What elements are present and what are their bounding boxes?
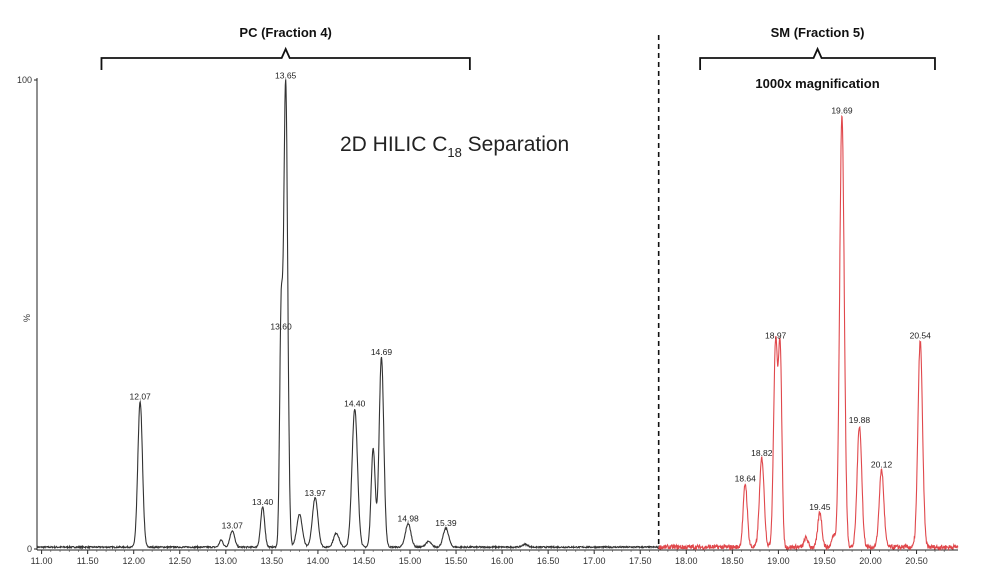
- x-tick-label: 19.00: [767, 556, 790, 566]
- x-tick-label: 11.00: [31, 556, 53, 566]
- x-tick-label: 12.00: [122, 556, 145, 566]
- peak-label: 13.65: [275, 70, 297, 80]
- pc-trace: [36, 79, 660, 550]
- peak-label: 18.82: [751, 448, 773, 458]
- axes: 0 100%: [17, 35, 958, 554]
- title-main: 2D HILIC C: [340, 133, 447, 156]
- bracket-label: PC (Fraction 4): [239, 25, 331, 40]
- peak-label: 13.97: [305, 488, 327, 498]
- x-tick-label: 14.00: [307, 556, 330, 566]
- peak-label: 19.45: [809, 502, 831, 512]
- x-tick-label: 15.50: [445, 556, 468, 566]
- chart-title: 2D HILIC C18 Separation: [340, 133, 569, 160]
- x-tick-label: 13.00: [215, 556, 238, 566]
- x-tick-label: 13.50: [261, 556, 284, 566]
- peak-label: 18.64: [735, 474, 757, 484]
- x-tick-label: 18.50: [721, 556, 744, 566]
- x-tick-label: 18.00: [675, 556, 698, 566]
- peak-label: 14.69: [371, 347, 393, 357]
- title-suffix: Separation: [462, 133, 569, 156]
- x-tick-label: 14.50: [353, 556, 376, 566]
- fraction-brackets: PC (Fraction 4) SM (Fraction 5) 1000x magn…: [100, 25, 936, 91]
- peak-label: 13.60: [270, 321, 292, 331]
- x-tick-label: 20.50: [905, 556, 928, 566]
- sm-trace: [658, 114, 959, 551]
- x-tick-label: 11.50: [77, 556, 99, 566]
- peak-label: 19.88: [849, 415, 871, 425]
- bracket-shape: [100, 46, 471, 70]
- x-tick-label: 15.00: [399, 556, 422, 566]
- x-ticks: 11.00 11.50 12.00 12.50 13.00 13.50 14.00 14.50…: [31, 550, 945, 566]
- x-tick-label: 16.00: [491, 556, 514, 566]
- traces: [36, 79, 959, 551]
- title-subscript: 18: [447, 145, 461, 160]
- x-tick-label: 16.50: [537, 556, 560, 566]
- x-tick-label: 20.00: [859, 556, 882, 566]
- peak-label: 14.40: [344, 399, 366, 409]
- y-tick-label: 0: [27, 544, 32, 554]
- peak-label: 12.07: [130, 392, 152, 402]
- x-tick-label: 17.50: [629, 556, 652, 566]
- y-axis-label: %: [22, 314, 32, 322]
- bracket-label: SM (Fraction 5): [771, 25, 865, 40]
- x-tick-label: 19.50: [813, 556, 836, 566]
- y-tick-label: 100: [17, 75, 32, 85]
- x-tick-label: 17.00: [583, 556, 606, 566]
- peak-label: 20.54: [910, 331, 932, 341]
- magnification-note: 1000x magnification: [755, 76, 879, 91]
- bracket-shape: [699, 46, 936, 70]
- peak-label: 13.40: [252, 497, 274, 507]
- x-tick-label: 12.50: [168, 556, 191, 566]
- peak-label: 13.07: [222, 521, 244, 531]
- peak-labels: 12.07 13.07 13.40 13.60 13.65 13.97 14.40 14.69…: [130, 70, 932, 530]
- peak-label: 20.12: [871, 460, 893, 470]
- peak-label: 18.97: [765, 331, 787, 341]
- peak-label: 15.39: [435, 518, 457, 528]
- peak-label: 19.69: [831, 106, 853, 116]
- peak-label: 14.98: [398, 514, 420, 524]
